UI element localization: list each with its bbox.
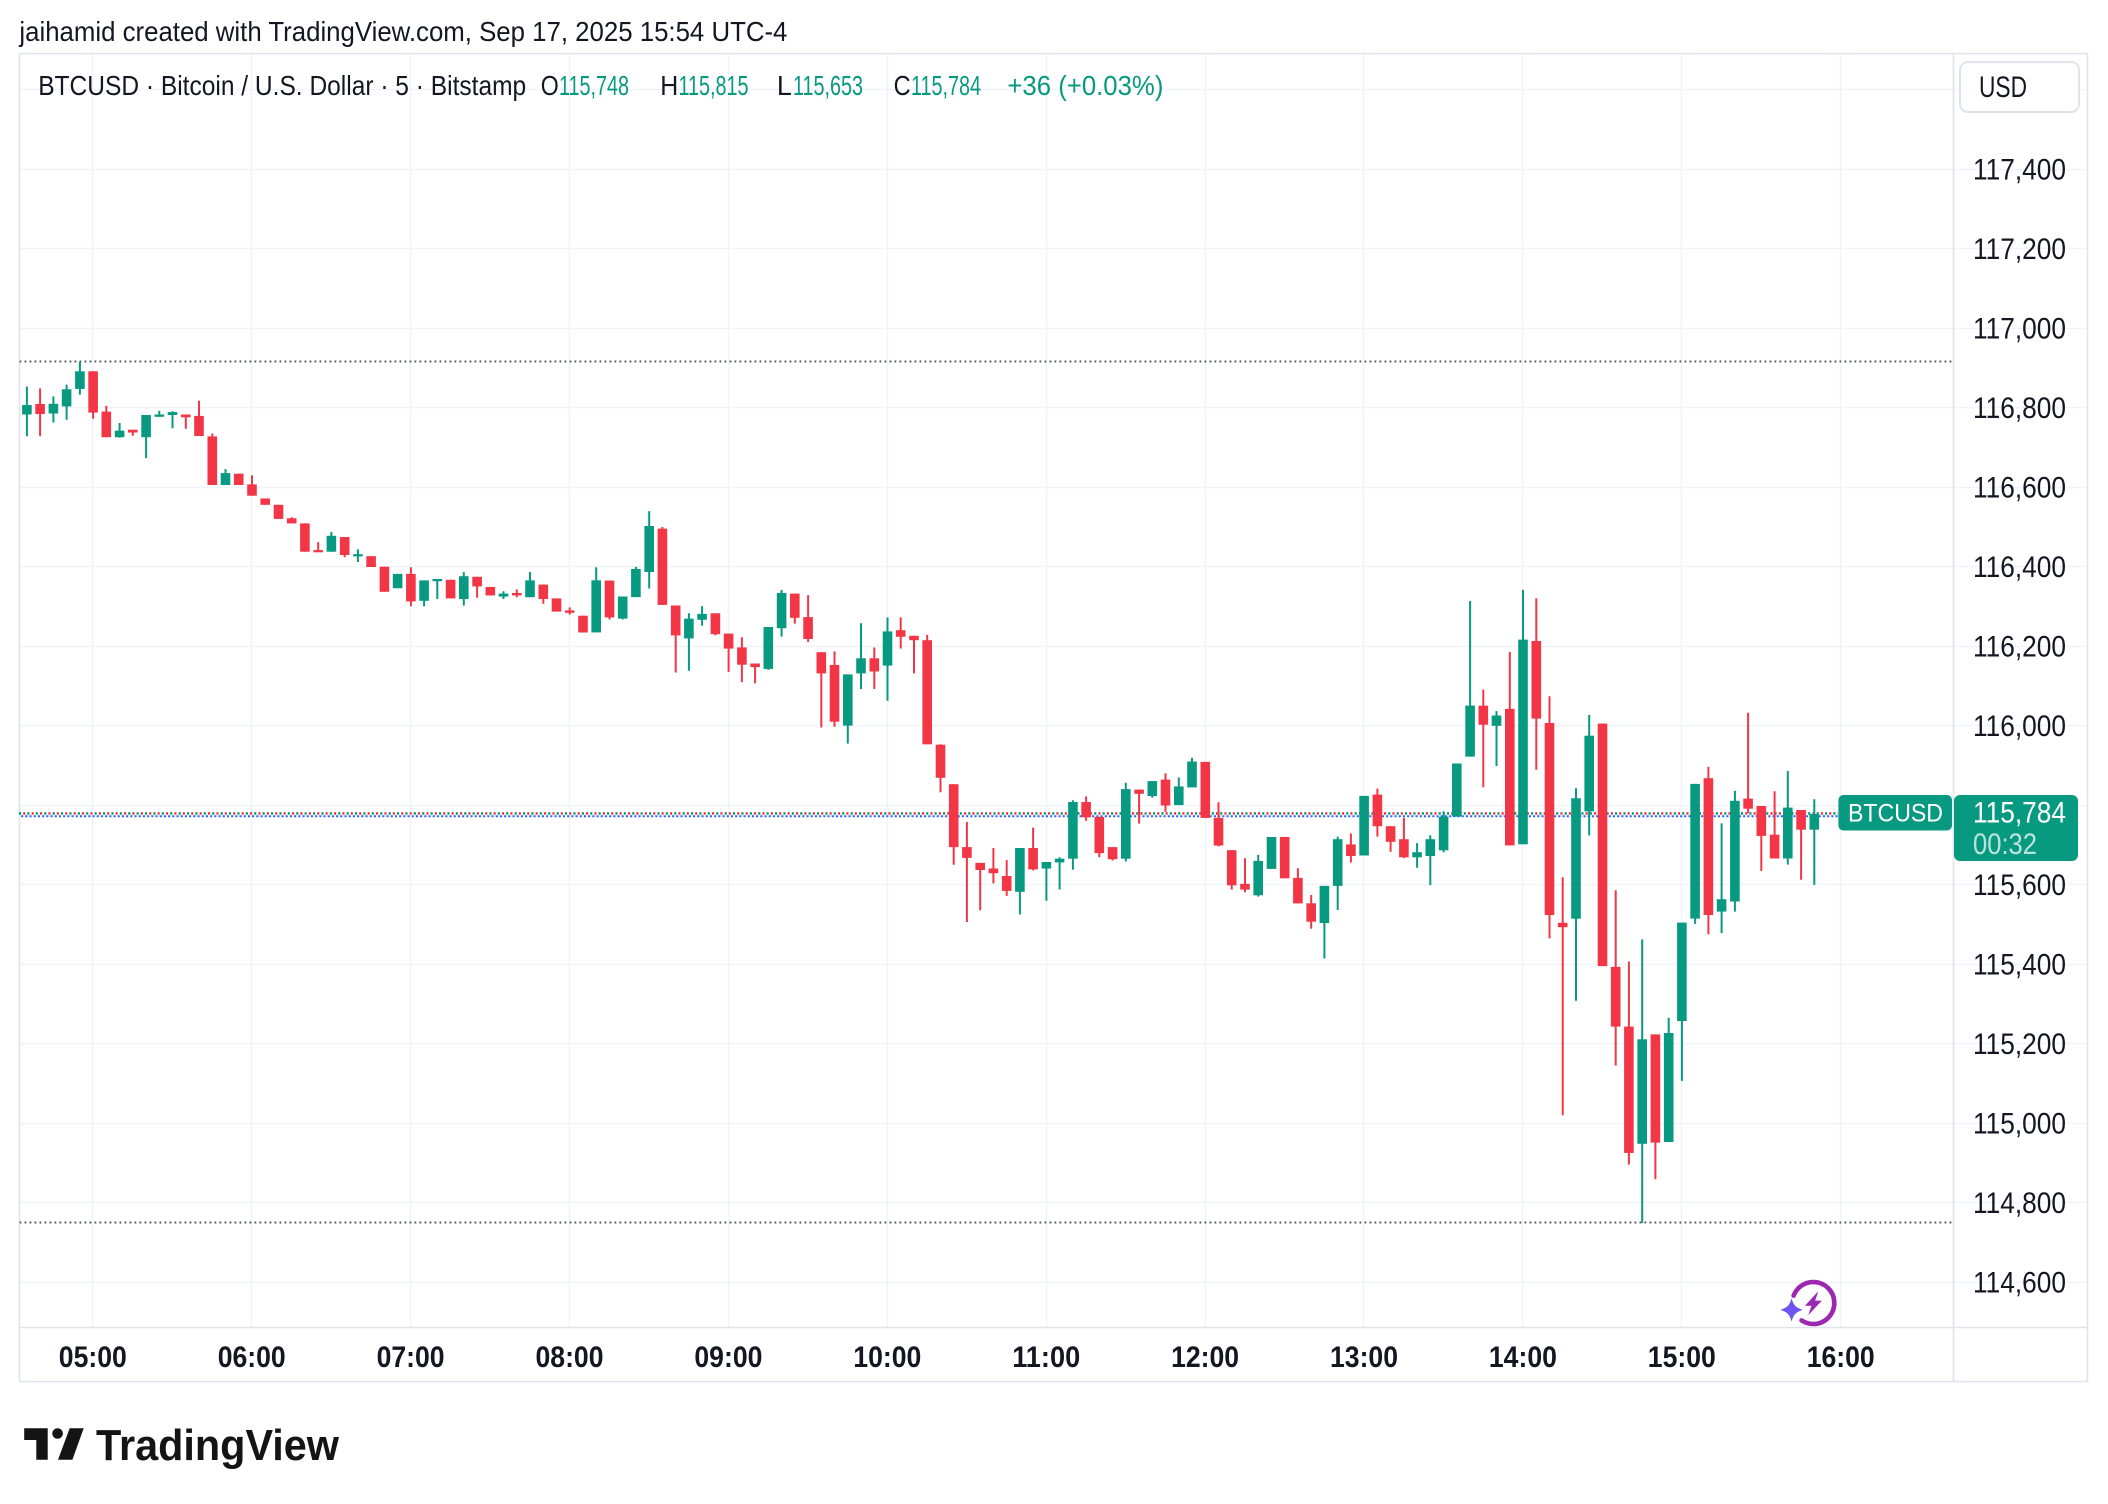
- svg-text:08:00: 08:00: [536, 1341, 604, 1374]
- svg-text:12:00: 12:00: [1171, 1341, 1239, 1374]
- svg-text:115,400: 115,400: [1973, 949, 2066, 982]
- svg-text:09:00: 09:00: [694, 1341, 762, 1374]
- svg-text:116,800: 116,800: [1973, 392, 2066, 425]
- svg-text:TradingView: TradingView: [96, 1421, 340, 1470]
- svg-text:117,000: 117,000: [1973, 313, 2066, 346]
- svg-text:11:00: 11:00: [1012, 1341, 1080, 1374]
- svg-text:O: O: [541, 70, 559, 101]
- svg-text:+36 (+0.03%): +36 (+0.03%): [1007, 70, 1163, 101]
- svg-text:115,784: 115,784: [1973, 797, 2066, 830]
- svg-text:115,653: 115,653: [793, 70, 863, 101]
- svg-text:114,600: 114,600: [1973, 1267, 2066, 1300]
- svg-text:116,400: 116,400: [1973, 551, 2066, 584]
- svg-text:06:00: 06:00: [218, 1341, 286, 1374]
- svg-text:115,815: 115,815: [679, 70, 749, 101]
- svg-text:USD: USD: [1979, 71, 2027, 104]
- svg-text:jaihamid created with TradingV: jaihamid created with TradingView.com, S…: [18, 16, 787, 47]
- svg-text:BTCUSD · Bitcoin / U.S. Dollar: BTCUSD · Bitcoin / U.S. Dollar · 5 · Bit…: [38, 70, 526, 101]
- svg-text:07:00: 07:00: [377, 1341, 445, 1374]
- svg-text:L: L: [777, 70, 792, 101]
- svg-text:115,000: 115,000: [1973, 1108, 2066, 1141]
- svg-text:115,784: 115,784: [911, 70, 981, 101]
- svg-text:C: C: [894, 70, 911, 101]
- svg-text:05:00: 05:00: [59, 1341, 127, 1374]
- svg-text:16:00: 16:00: [1807, 1341, 1875, 1374]
- svg-text:15:00: 15:00: [1648, 1341, 1716, 1374]
- svg-text:116,200: 116,200: [1973, 631, 2066, 664]
- svg-text:13:00: 13:00: [1330, 1341, 1398, 1374]
- svg-text:14:00: 14:00: [1489, 1341, 1557, 1374]
- svg-text:116,600: 116,600: [1973, 472, 2066, 505]
- svg-text:10:00: 10:00: [853, 1341, 921, 1374]
- svg-text:H: H: [660, 70, 678, 101]
- svg-text:115,748: 115,748: [559, 70, 629, 101]
- svg-text:117,400: 117,400: [1973, 154, 2066, 187]
- svg-text:114,800: 114,800: [1973, 1187, 2066, 1220]
- svg-text:117,200: 117,200: [1973, 233, 2066, 266]
- svg-text:00:32: 00:32: [1973, 828, 2037, 861]
- svg-text:116,000: 116,000: [1973, 710, 2066, 743]
- svg-text:115,200: 115,200: [1973, 1028, 2066, 1061]
- svg-text:115,600: 115,600: [1973, 869, 2066, 902]
- svg-text:BTCUSD: BTCUSD: [1848, 800, 1943, 828]
